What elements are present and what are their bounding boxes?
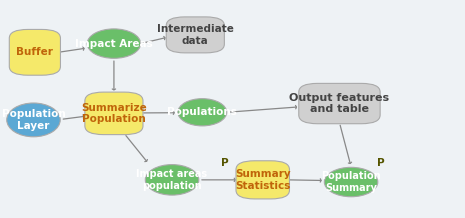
Text: Population
Summary: Population Summary [321, 171, 381, 193]
Ellipse shape [178, 99, 227, 126]
Text: Impact Areas: Impact Areas [75, 39, 153, 49]
Ellipse shape [7, 103, 60, 137]
FancyBboxPatch shape [9, 29, 60, 75]
FancyBboxPatch shape [236, 161, 289, 199]
Text: Output features
and table: Output features and table [289, 93, 390, 114]
Text: Buffer: Buffer [16, 47, 53, 57]
Text: Summary
Statistics: Summary Statistics [235, 169, 291, 191]
Text: P: P [221, 158, 228, 168]
Ellipse shape [324, 167, 378, 197]
FancyBboxPatch shape [85, 92, 143, 135]
Text: Impact areas
population: Impact areas population [137, 169, 207, 191]
Ellipse shape [87, 29, 140, 58]
Text: Populations: Populations [167, 107, 237, 117]
Text: P: P [377, 158, 384, 168]
Ellipse shape [145, 165, 199, 195]
Text: Intermediate
data: Intermediate data [157, 24, 234, 46]
FancyBboxPatch shape [166, 17, 224, 53]
Text: Population
Layer: Population Layer [1, 109, 66, 131]
FancyBboxPatch shape [299, 83, 380, 124]
Text: Summarize
Population: Summarize Population [81, 102, 147, 124]
